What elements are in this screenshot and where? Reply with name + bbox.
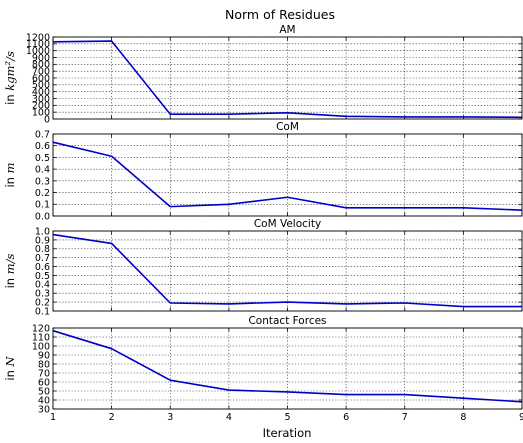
y-tick-label: 120 <box>32 323 50 334</box>
y-axis-label-unit: N <box>3 355 17 367</box>
panel-com: CoM 0.00.10.20.30.40.50.60.7 in m <box>3 121 523 222</box>
y-tick-label: 0.7 <box>35 129 50 140</box>
panel-am: AM 01002003004005006007008009001000110012… <box>3 24 523 125</box>
y-tick-label: 0.5 <box>35 271 50 282</box>
x-tick-label: 7 <box>402 412 408 423</box>
y-axis-label-com: in m <box>3 162 17 187</box>
y-tick-label: 0.3 <box>35 289 50 300</box>
axes-frame <box>52 327 523 410</box>
panel-com-velocity: CoM Velocity 0.10.20.30.40.50.60.70.80.91… <box>3 218 523 317</box>
y-tick-label: 0 <box>44 114 50 125</box>
panel-title-com-velocity: CoM Velocity <box>254 218 321 230</box>
y-tick-label: 200 <box>32 101 50 112</box>
y-tick-label: 0.5 <box>35 153 50 164</box>
x-tick-label: 3 <box>167 412 173 423</box>
y-tick-label: 80 <box>38 359 50 370</box>
y-tick-label: 700 <box>32 67 50 78</box>
x-tick-label: 2 <box>109 412 115 423</box>
y-tick-label: 0.6 <box>35 262 50 273</box>
series-line-com-velocity <box>52 233 522 308</box>
y-tick-label: 0.1 <box>35 306 50 317</box>
figure-title: Norm of Residues <box>225 7 335 22</box>
y-tick-label: 1100 <box>26 39 50 50</box>
axes-frame <box>52 133 523 217</box>
series-line-contact-forces <box>52 329 523 403</box>
panel-title-am: AM <box>279 24 295 36</box>
x-tick-label: 6 <box>343 412 349 423</box>
y-tick-label: 0.9 <box>35 235 50 246</box>
y-tick-label: 0.1 <box>35 200 50 211</box>
y-tick-label: 110 <box>32 332 50 343</box>
x-tick-label: 4 <box>226 412 232 423</box>
y-tick-label: 50 <box>38 386 50 397</box>
y-tick-label: 0.2 <box>35 298 50 309</box>
axes-frame <box>52 230 523 312</box>
y-tick-label: 40 <box>38 395 50 406</box>
panels: AM01002003004005006007008009001000110012… <box>3 24 523 423</box>
x-tick-label: 5 <box>284 412 290 423</box>
y-tick-label: 1200 <box>26 32 50 43</box>
y-tick-label: 70 <box>38 368 50 379</box>
y-tick-label: 900 <box>32 53 50 64</box>
y-tick-label: 0.0 <box>35 211 50 222</box>
x-tick-label: 9 <box>519 412 523 423</box>
y-axis-label-prefix: in <box>3 366 17 380</box>
y-tick-label: 30 <box>38 404 50 415</box>
y-tick-label: 60 <box>38 377 50 388</box>
y-axis-label-unit: m/s <box>3 253 17 274</box>
y-axis-label-contact-forces: in N <box>3 355 17 380</box>
x-tick-label: 8 <box>460 412 466 423</box>
y-axis-label-unit: kgm²/s <box>3 51 17 91</box>
series-line-com <box>52 141 523 211</box>
y-tick-label: 0.3 <box>35 176 50 187</box>
y-tick-label: 500 <box>32 80 50 91</box>
y-tick-label: 400 <box>32 87 50 98</box>
y-tick-label: 0.4 <box>35 280 50 291</box>
y-tick-label: 800 <box>32 60 50 71</box>
y-tick-label: 0.4 <box>35 165 50 176</box>
y-axis-label-prefix: in <box>3 173 17 187</box>
y-axis-label-prefix: in <box>3 274 17 288</box>
panel-title-contact-forces: Contact Forces <box>248 315 326 327</box>
y-tick-label: 300 <box>32 94 50 105</box>
y-axis-label-am: in kgm²/s <box>3 51 17 105</box>
y-axis-label-com-velocity: in m/s <box>3 253 17 288</box>
y-tick-label: 1.0 <box>35 226 50 237</box>
panel-title-com: CoM <box>276 121 299 133</box>
y-tick-label: 100 <box>32 341 50 352</box>
y-tick-label: 90 <box>38 350 50 361</box>
y-tick-label: 100 <box>32 108 50 119</box>
y-axis-label-prefix: in <box>3 91 17 105</box>
series-line-am <box>52 40 523 119</box>
y-tick-label: 0.8 <box>35 244 50 255</box>
y-tick-label: 1000 <box>26 46 50 57</box>
y-axis-label-unit: m <box>3 162 17 173</box>
y-tick-label: 0.2 <box>35 188 50 199</box>
y-tick-label: 0.7 <box>35 253 50 264</box>
y-tick-label: 0.6 <box>35 141 50 152</box>
x-axis-label: Iteration <box>263 426 312 440</box>
y-tick-label: 600 <box>32 73 50 84</box>
x-tick-label: 1 <box>50 412 56 423</box>
axes-frame <box>52 36 523 120</box>
